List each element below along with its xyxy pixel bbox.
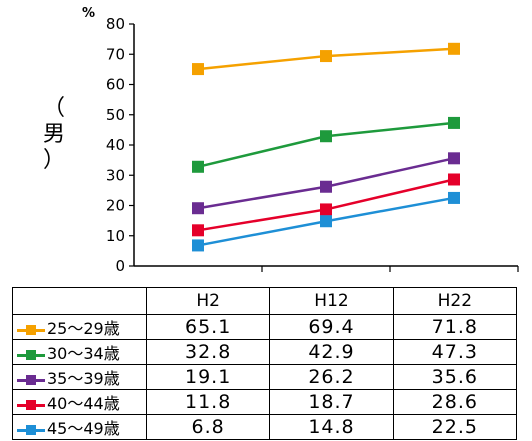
data-point [192, 63, 204, 76]
side-label: （ 男 ） [40, 96, 68, 174]
legend-swatch-icon [17, 374, 45, 386]
table-corner [12, 287, 147, 315]
table-header-h22: H22 [392, 287, 518, 315]
line-chart: 0 10 20 30 40 50 60 70 80 [106, 15, 519, 275]
legend-entry: 40〜44歳 [12, 389, 147, 415]
table-row: 30〜34歳 32.8 42.9 47.3 [12, 339, 518, 365]
legend-swatch-icon [17, 324, 45, 336]
data-point [320, 50, 332, 63]
table-cell: 32.8 [145, 339, 271, 365]
data-point [448, 116, 460, 129]
data-point [448, 152, 460, 165]
table-cell: 28.6 [392, 389, 518, 415]
table-cell: 22.5 [392, 414, 518, 440]
data-point [448, 191, 460, 204]
legend-label: 45〜49歳 [47, 419, 120, 438]
table-row: 40〜44歳 11.8 18.7 28.6 [12, 389, 518, 415]
data-point [320, 180, 332, 193]
legend-entry: 45〜49歳 [12, 414, 147, 440]
table-cell: 65.1 [145, 314, 271, 340]
side-label-open: （ [42, 96, 65, 121]
y-tick-label: 10 [106, 227, 125, 245]
legend-label: 40〜44歳 [47, 394, 120, 413]
data-point [192, 224, 204, 237]
y-tick-label: 80 [106, 15, 125, 33]
y-tick-label: 40 [106, 136, 125, 154]
table-header-h2: H2 [145, 287, 271, 315]
data-point [192, 202, 204, 215]
table-row: 35〜39歳 19.1 26.2 35.6 [12, 364, 518, 390]
data-point [192, 239, 204, 252]
table-cell: 26.2 [269, 364, 394, 390]
table-cell: 35.6 [392, 364, 518, 390]
data-point [320, 215, 332, 228]
data-point [448, 173, 460, 186]
table-cell: 47.3 [392, 339, 518, 365]
table-cell: 6.8 [145, 414, 271, 440]
side-label-text: 男 [42, 122, 65, 147]
legend-label: 25〜29歳 [47, 319, 120, 338]
data-point [320, 130, 332, 143]
table-cell: 69.4 [269, 314, 394, 340]
table-cell: 71.8 [392, 314, 518, 340]
table-header-row: H2 H12 H22 [12, 287, 518, 315]
y-tick-label: 20 [106, 197, 125, 215]
table-row: 25〜29歳 65.1 69.4 71.8 [12, 314, 518, 340]
legend-label: 35〜39歳 [47, 369, 120, 388]
legend-entry: 30〜34歳 [12, 339, 147, 365]
legend-swatch-icon [17, 424, 45, 436]
table-cell: 19.1 [145, 364, 271, 390]
y-tick-label: 50 [106, 106, 125, 124]
legend-entry: 25〜29歳 [12, 314, 147, 340]
y-tick-label: 60 [106, 76, 125, 94]
data-table: H2 H12 H22 25〜29歳 65.1 69.4 71.8 30〜34歳 32.8 4… [12, 287, 518, 440]
series-line [197, 121, 455, 168]
legend-swatch-icon [17, 399, 45, 411]
unit-label: % [82, 6, 96, 21]
data-point [192, 160, 204, 173]
legend-label: 30〜34歳 [47, 344, 120, 363]
y-tick-label: 30 [106, 166, 125, 184]
table-cell: 42.9 [269, 339, 394, 365]
data-point [448, 42, 460, 55]
data-point [320, 203, 332, 216]
table-header-h12: H12 [269, 287, 394, 315]
legend-swatch-icon [17, 349, 45, 361]
legend-entry: 35〜39歳 [12, 364, 147, 390]
y-tick-label: 70 [106, 45, 125, 63]
table-cell: 11.8 [145, 389, 271, 415]
y-tick-label: 0 [115, 257, 125, 275]
side-label-close: ） [42, 148, 65, 173]
table-row: 45〜49歳 6.8 14.8 22.5 [12, 414, 518, 440]
table-cell: 18.7 [269, 389, 394, 415]
table-cell: 14.8 [269, 414, 394, 440]
